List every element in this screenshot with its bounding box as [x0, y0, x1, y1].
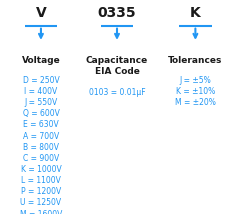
Text: Q = 600V: Q = 600V: [22, 109, 59, 118]
Text: E = 630V: E = 630V: [23, 120, 59, 129]
Text: P = 1200V: P = 1200V: [21, 187, 61, 196]
Text: Voltage: Voltage: [22, 56, 60, 65]
Text: J = ±5%: J = ±5%: [179, 76, 211, 85]
Text: Tolerances: Tolerances: [168, 56, 223, 65]
Text: K: K: [190, 6, 201, 20]
Text: J = 550V: J = 550V: [24, 98, 58, 107]
Text: 0335: 0335: [98, 6, 136, 20]
Text: I = 400V: I = 400V: [24, 87, 58, 96]
Text: D = 250V: D = 250V: [22, 76, 59, 85]
Text: 0103 = 0.01μF: 0103 = 0.01μF: [89, 88, 145, 97]
Text: V: V: [36, 6, 46, 20]
Text: Capacitance
EIA Code: Capacitance EIA Code: [86, 56, 148, 76]
Text: B = 800V: B = 800V: [23, 143, 59, 152]
Text: A = 700V: A = 700V: [23, 132, 59, 141]
Text: M = 1600V: M = 1600V: [20, 210, 62, 214]
Text: K = ±10%: K = ±10%: [176, 87, 215, 96]
Text: M = ±20%: M = ±20%: [175, 98, 216, 107]
Text: L = 1100V: L = 1100V: [21, 176, 61, 185]
Text: C = 900V: C = 900V: [23, 154, 59, 163]
Text: U = 1250V: U = 1250V: [20, 198, 62, 207]
Text: K = 1000V: K = 1000V: [21, 165, 61, 174]
